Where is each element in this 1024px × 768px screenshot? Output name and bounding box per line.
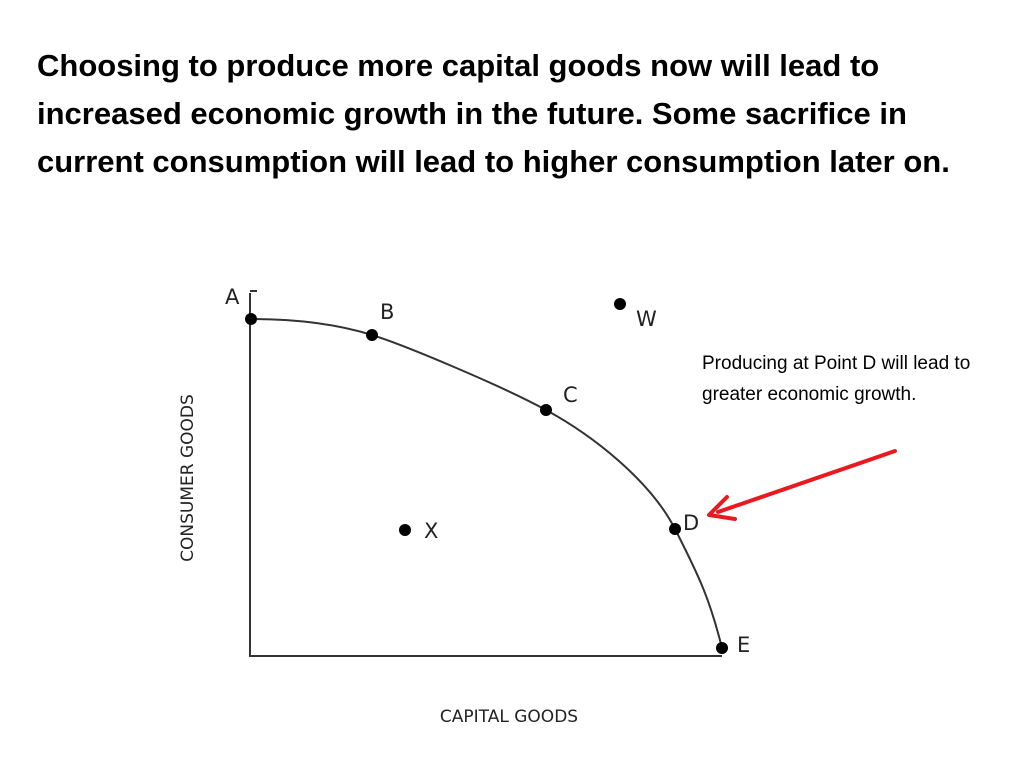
- y-axis-label: CONSUMER GOODS: [178, 394, 198, 562]
- point-e-dot: [716, 642, 728, 654]
- point-d-dot: [669, 523, 681, 535]
- callout-text: Producing at Point D will lead to greate…: [702, 353, 971, 405]
- point-a-dot: [245, 313, 257, 325]
- point-x-dot: [399, 524, 411, 536]
- callout-arrow-shaft: [716, 449, 897, 514]
- x-axis-label: CAPITAL GOODS: [440, 707, 578, 727]
- point-c-label: C: [563, 383, 578, 407]
- point-b-dot: [366, 329, 378, 341]
- point-d-label: D: [683, 511, 699, 535]
- slide-title: Choosing to produce more capital goods n…: [37, 48, 950, 179]
- point-x-label: X: [424, 519, 438, 543]
- point-w-label: W: [636, 307, 657, 331]
- ppf-curve: [250, 318, 723, 649]
- callout-arrow-head-icon: [707, 495, 737, 521]
- point-c-dot: [540, 404, 552, 416]
- point-a-label: A: [225, 285, 240, 309]
- point-w-dot: [614, 298, 626, 310]
- point-e-label: E: [737, 633, 750, 657]
- point-b-label: B: [380, 300, 394, 324]
